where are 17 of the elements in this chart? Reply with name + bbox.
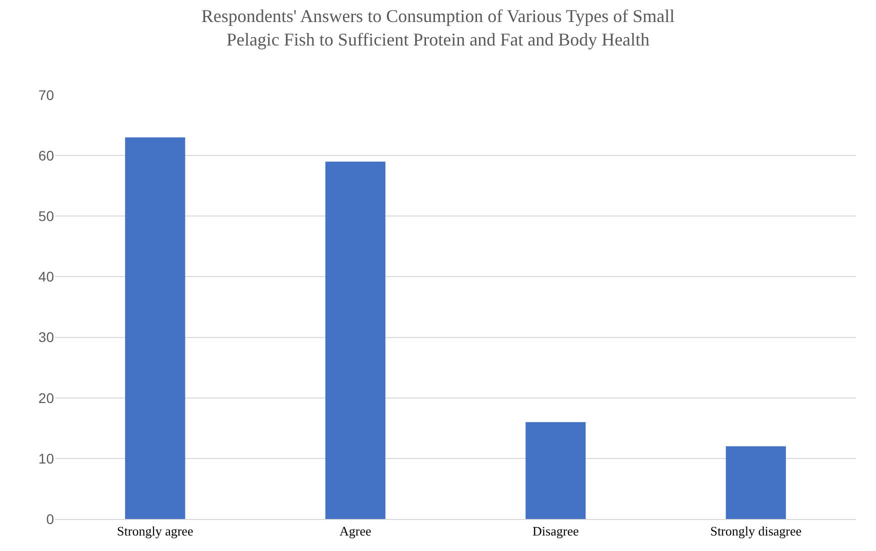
y-tick-label: 50 — [38, 208, 54, 224]
bar — [325, 162, 386, 519]
y-tick-label: 10 — [38, 450, 54, 466]
x-tick-label: Strongly disagree — [710, 524, 802, 539]
y-tick-label: 0 — [46, 510, 54, 527]
y-tick-label: 60 — [38, 147, 54, 164]
bar — [125, 137, 186, 519]
bar — [526, 422, 586, 519]
y-tick-label: 30 — [38, 329, 54, 346]
bar — [726, 446, 786, 519]
y-tick-label: 70 — [38, 86, 54, 103]
x-tick-label: Agree — [339, 524, 372, 539]
y-tick-label: 20 — [38, 390, 54, 406]
y-tick-label: 40 — [38, 268, 54, 285]
x-tick-label: Strongly agree — [117, 524, 194, 539]
chart-title: Respondents' Answers to Consumption of Various Types of Small Pelagic Fish to Sufficient Protein and Fat and Body Health — [201, 6, 675, 50]
x-tick-label: Disagree — [532, 524, 579, 539]
